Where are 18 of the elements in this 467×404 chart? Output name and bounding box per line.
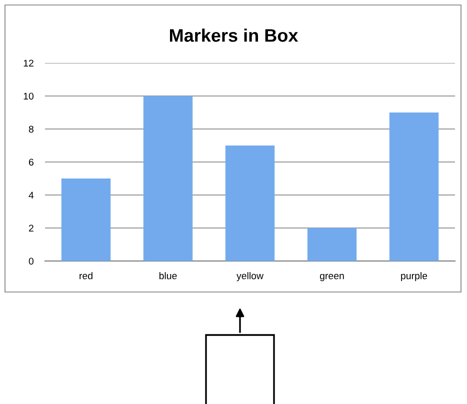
bar [143, 96, 193, 261]
x-tick-label: green [320, 274, 344, 282]
x-tick-label: blue [159, 272, 177, 280]
y-tick-label: 0 [28, 258, 34, 265]
x-tick-label: purple [401, 272, 428, 282]
y-tick-label: 6 [28, 158, 34, 166]
bar [307, 228, 357, 261]
bar [225, 146, 275, 261]
chart-title: Markers in Box [170, 28, 298, 42]
y-tick-label: 8 [28, 126, 34, 133]
bar [389, 112, 439, 261]
bar [61, 178, 111, 261]
x-tick-label: yellow [236, 272, 264, 282]
y-tick-label: 12 [24, 60, 34, 67]
y-tick-label: 4 [28, 192, 34, 199]
x-tick-label: red [80, 272, 92, 280]
y-tick-label: 2 [28, 224, 34, 232]
y-tick-label: 10 [24, 92, 34, 100]
